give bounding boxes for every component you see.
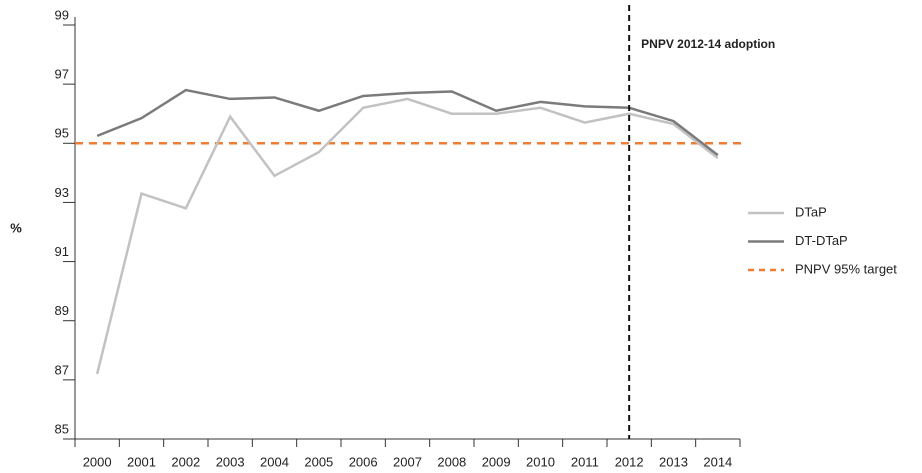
x-tick-label: 2000 bbox=[83, 454, 112, 469]
x-tick-label: 2013 bbox=[659, 454, 688, 469]
x-tick-label: 2001 bbox=[127, 454, 156, 469]
legend-label: DTaP bbox=[795, 204, 827, 219]
x-tick-label: 2003 bbox=[216, 454, 245, 469]
legend-label: PNPV 95% target bbox=[795, 261, 897, 276]
annotation-text: PNPV 2012-14 adoption bbox=[641, 37, 775, 51]
x-tick-label: 2007 bbox=[393, 454, 422, 469]
x-tick-label: 2014 bbox=[703, 454, 732, 469]
series-line bbox=[95, 97, 719, 375]
y-axis-label: % bbox=[10, 220, 22, 235]
x-tick-label: 2012 bbox=[615, 454, 644, 469]
x-tick-label: 2004 bbox=[260, 454, 289, 469]
y-tick-label: 93 bbox=[55, 185, 69, 200]
y-tick-label: 97 bbox=[55, 67, 69, 82]
x-tick-label: 2002 bbox=[171, 454, 200, 469]
legend-label: DT-DTaP bbox=[795, 233, 848, 248]
y-tick-label: 91 bbox=[55, 244, 69, 259]
y-tick-label: 99 bbox=[55, 7, 69, 22]
x-tick-label: 2005 bbox=[304, 454, 333, 469]
y-tick-label: 85 bbox=[55, 421, 69, 436]
y-tick-label: 89 bbox=[55, 303, 69, 318]
x-tick-label: 2008 bbox=[437, 454, 466, 469]
y-tick-label: 87 bbox=[55, 362, 69, 377]
x-tick-label: 2010 bbox=[526, 454, 555, 469]
x-tick-label: 2009 bbox=[482, 454, 511, 469]
y-tick-label: 95 bbox=[55, 126, 69, 141]
x-tick-label: 2006 bbox=[349, 454, 378, 469]
series-line bbox=[96, 88, 719, 157]
x-tick-label: 2011 bbox=[571, 454, 599, 469]
